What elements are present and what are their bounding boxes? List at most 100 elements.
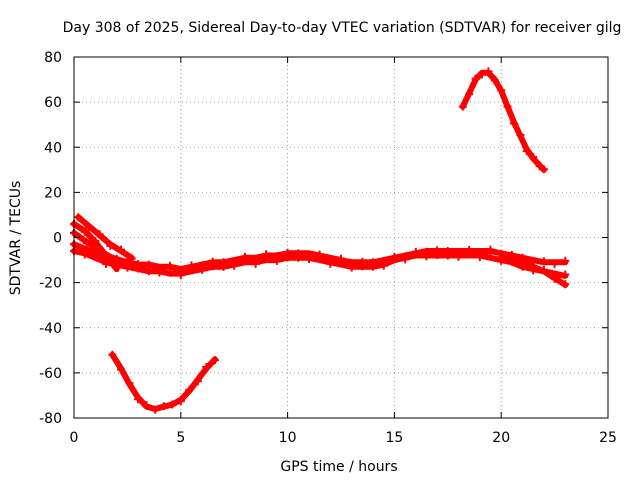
data-point <box>134 395 143 404</box>
data-point <box>283 253 292 262</box>
data-point <box>125 379 134 388</box>
data-point <box>80 227 89 236</box>
data-point <box>240 257 249 266</box>
data-point <box>91 252 100 261</box>
data-point <box>127 254 136 263</box>
data-point <box>198 265 207 274</box>
data-point <box>155 268 164 277</box>
axis-ticks: 0 5 10 15 20 25 -80 -60 -40 -20 0 20 40 60 80 <box>39 50 617 446</box>
y-tick-label: 80 <box>44 50 62 66</box>
data-point <box>85 223 93 232</box>
data-point <box>497 86 506 95</box>
data-point <box>497 253 506 262</box>
x-tick-label: 0 <box>70 430 79 446</box>
data-point <box>326 259 335 268</box>
data-point <box>91 237 100 245</box>
data-point <box>454 252 463 261</box>
y-axis-label: SDTVAR / TECUs <box>8 181 24 296</box>
data-point <box>539 265 548 274</box>
data-point <box>108 350 117 359</box>
data-point <box>379 261 388 270</box>
data-point <box>144 267 153 276</box>
data-point <box>80 250 89 259</box>
y-tick-label: 0 <box>53 231 62 247</box>
data-point <box>102 259 110 268</box>
data-point <box>211 356 219 365</box>
y-tick-label: 60 <box>44 95 62 111</box>
data-point <box>529 264 538 273</box>
data-point <box>550 274 559 283</box>
data-point <box>166 261 175 270</box>
grid-lines <box>74 57 608 418</box>
x-tick-label: 20 <box>492 430 510 446</box>
data-point <box>433 250 442 259</box>
data-point <box>369 262 377 271</box>
data-point <box>166 268 175 277</box>
data-point <box>522 147 531 156</box>
data-point <box>503 102 512 111</box>
data-point <box>465 90 474 99</box>
data-point <box>82 239 91 248</box>
data-point <box>187 265 196 274</box>
data-point <box>458 102 467 111</box>
data-point <box>251 259 260 268</box>
data-point <box>151 405 160 414</box>
x-tick-label: 15 <box>385 430 403 446</box>
data-point <box>390 255 399 264</box>
data-point <box>475 253 484 262</box>
data-point <box>112 263 121 272</box>
data-point <box>358 262 367 271</box>
data-point <box>202 363 211 371</box>
data-point <box>108 255 117 264</box>
y-tick-label: -80 <box>39 411 62 427</box>
data-point <box>305 255 313 263</box>
x-tick-label: 25 <box>599 430 617 446</box>
chart-title: Day 308 of 2025, Sidereal Day-to-day VTE… <box>63 20 622 36</box>
data-point <box>529 153 538 162</box>
data-point <box>193 377 202 386</box>
y-tick-label: -40 <box>39 321 62 337</box>
series-line-early-track-b <box>75 214 135 261</box>
data-point <box>168 400 177 409</box>
data-point <box>535 162 544 171</box>
data-point <box>123 256 132 265</box>
data-point <box>561 256 570 265</box>
y-tick-label: 40 <box>44 140 62 156</box>
data-point <box>539 165 548 174</box>
data-point <box>561 280 570 289</box>
data-point <box>478 70 486 79</box>
data-point <box>443 251 452 260</box>
data-point <box>176 271 185 280</box>
data-point <box>347 263 356 272</box>
data-point <box>159 402 168 411</box>
data-point <box>185 385 194 394</box>
data-point <box>95 230 104 239</box>
data-point <box>518 257 527 266</box>
data-point <box>486 252 495 261</box>
data-point <box>230 261 239 270</box>
y-tick-label: 20 <box>44 185 62 201</box>
data-point <box>486 245 495 254</box>
x-tick-label: 10 <box>279 430 297 446</box>
data-point <box>208 262 217 271</box>
data-series <box>70 67 570 414</box>
data-point <box>539 257 548 266</box>
data-point <box>142 401 151 410</box>
series-line-evening-peak <box>459 69 547 173</box>
y-tick-label: -60 <box>39 366 62 382</box>
data-point <box>134 264 143 273</box>
data-point <box>272 256 281 265</box>
data-point <box>490 76 499 85</box>
data-point <box>117 245 125 254</box>
data-point <box>315 255 324 264</box>
y-tick-label: -20 <box>39 276 62 292</box>
data-point <box>337 259 345 268</box>
data-point <box>516 131 525 139</box>
data-point <box>550 259 559 268</box>
data-point <box>471 74 480 83</box>
data-point <box>106 241 115 250</box>
data-point <box>219 262 228 271</box>
data-point <box>465 250 474 259</box>
data-point <box>561 270 570 279</box>
